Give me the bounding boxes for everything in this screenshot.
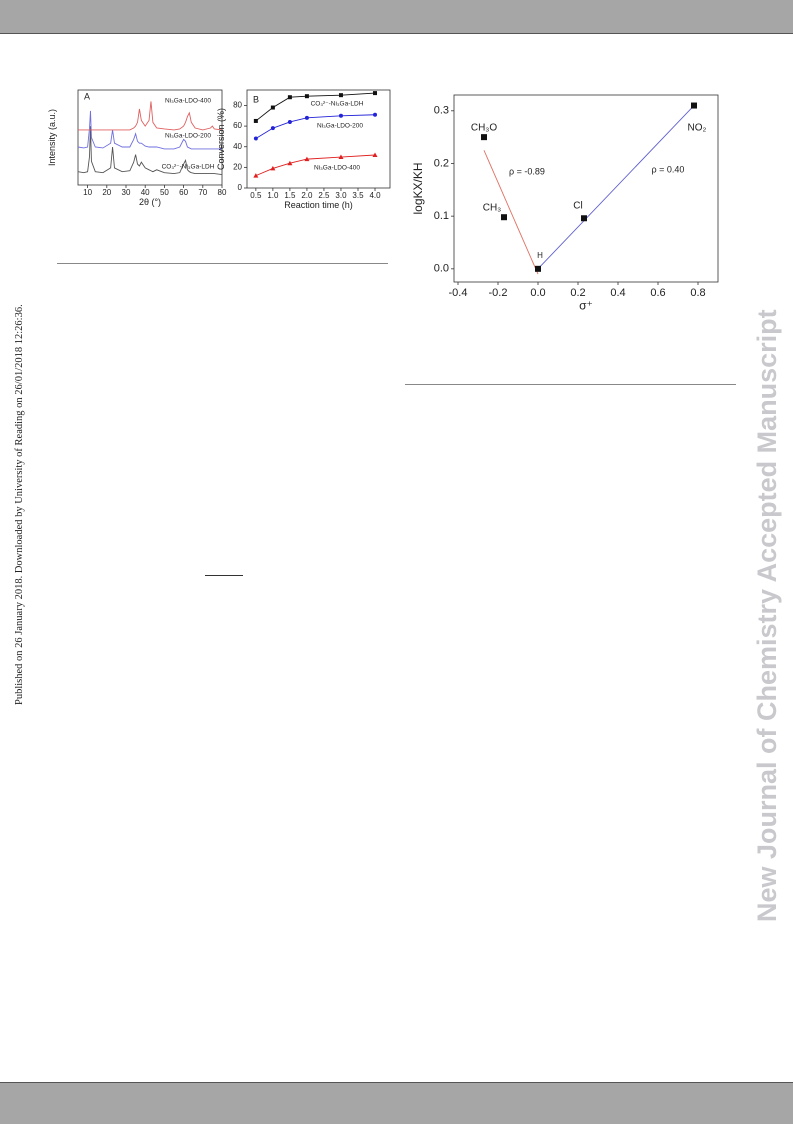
x-tick-label: 70 [198,188,207,197]
series-label: CO₃²⁻-Ni₃Ga-LDH [162,164,215,171]
marker [270,165,276,171]
rule [57,263,388,264]
marker [373,112,378,117]
series-label: Ni₃Ga-LDO-200 [317,123,363,130]
footer-band [0,1082,793,1124]
series-label: Ni₃Ga-LDO-400 [314,165,360,172]
x-tick-label: 20 [102,188,111,197]
marker [304,156,310,162]
x-axis-label: Reaction time (h) [284,200,353,210]
y-axis-label: logKX/KH [411,162,425,214]
x-tick-label: 60 [179,188,188,197]
point-label: NO₂ [688,123,707,134]
y-tick-label: 0.2 [434,157,449,169]
marker [270,126,275,131]
series-line [255,114,376,139]
point [691,102,697,109]
point-label: Cl [573,201,582,212]
header-band [0,0,793,34]
x-tick-label: 2.0 [301,191,313,200]
x-tick-label: 10 [83,188,92,197]
y-axis-label: Intensity (a.u.) [47,109,57,166]
x-tick-label: 1.0 [267,191,279,200]
panel-letter: A [84,91,90,101]
y-tick-label: 0.3 [434,105,449,117]
x-tick-label: 30 [122,188,131,197]
y-tick-label: 0 [238,183,243,192]
series-line [255,154,376,177]
plot-frame [453,94,719,283]
y-tick-label: 0.0 [434,263,449,275]
series-label: Ni₃Ga-LDO-400 [165,98,211,105]
x-tick-label: 3.5 [352,191,364,200]
y-tick-label: 20 [233,162,242,171]
y-tick-label: 40 [233,142,242,151]
x-tick-label: 0.6 [650,287,665,299]
series-line [255,92,376,122]
series-label: CO₃²⁻-Ni₃Ga-LDH [311,101,364,108]
rule [405,384,736,385]
series-line [78,101,223,131]
marker [253,173,259,178]
marker [372,152,378,157]
x-tick-label: 40 [141,188,150,197]
panel-letter: B [253,94,259,104]
y-tick-label: 0.1 [434,210,449,222]
marker [287,119,292,124]
x-tick-label: 50 [160,188,169,197]
series-line [77,126,223,175]
x-tick-label: 1.5 [284,191,296,200]
x-axis-label: 2θ (°) [139,197,161,207]
marker [338,113,343,118]
marker [304,94,309,99]
marker [287,95,292,100]
marker [253,118,258,123]
series-label: Ni₃Ga-LDO-200 [165,133,211,140]
x-axis-label: σ⁺ [579,298,593,312]
series-line [77,110,222,150]
marker [287,160,293,166]
x-tick-label: 0.2 [570,287,585,299]
x-tick-label: 0.4 [610,287,625,299]
point [535,265,541,272]
x-tick-label: -0.2 [489,287,508,299]
fit-line [537,105,695,270]
point-label: CH₃ [483,203,502,214]
x-tick-label: 0.5 [250,191,262,200]
y-tick-label: 60 [233,121,242,130]
point-label: CH₃O [471,123,498,134]
x-tick-label: -0.4 [449,287,468,299]
y-axis-label: Conversion (%) [216,108,226,170]
y-tick-label: 80 [233,101,242,110]
marker [338,93,343,98]
point [501,214,507,221]
x-tick-label: 80 [218,188,227,197]
plot-frame [246,89,391,189]
x-tick-label: 0.8 [690,287,705,299]
x-tick-label: 2.5 [318,191,330,200]
plot-frame [77,89,223,186]
marker [304,115,309,120]
marker [373,91,378,96]
rule [205,575,243,576]
point [581,215,587,222]
marker [338,154,344,160]
x-tick-label: 0.0 [530,287,545,299]
annotation: ρ = 0.40 [652,164,685,174]
marker [253,136,258,141]
point-label: H [537,251,543,260]
x-tick-label: 4.0 [369,191,381,200]
marker [270,105,275,110]
point [481,134,487,141]
fit-line [483,150,539,275]
x-tick-label: 3.0 [335,191,347,200]
annotation: ρ = -0.89 [509,166,545,176]
